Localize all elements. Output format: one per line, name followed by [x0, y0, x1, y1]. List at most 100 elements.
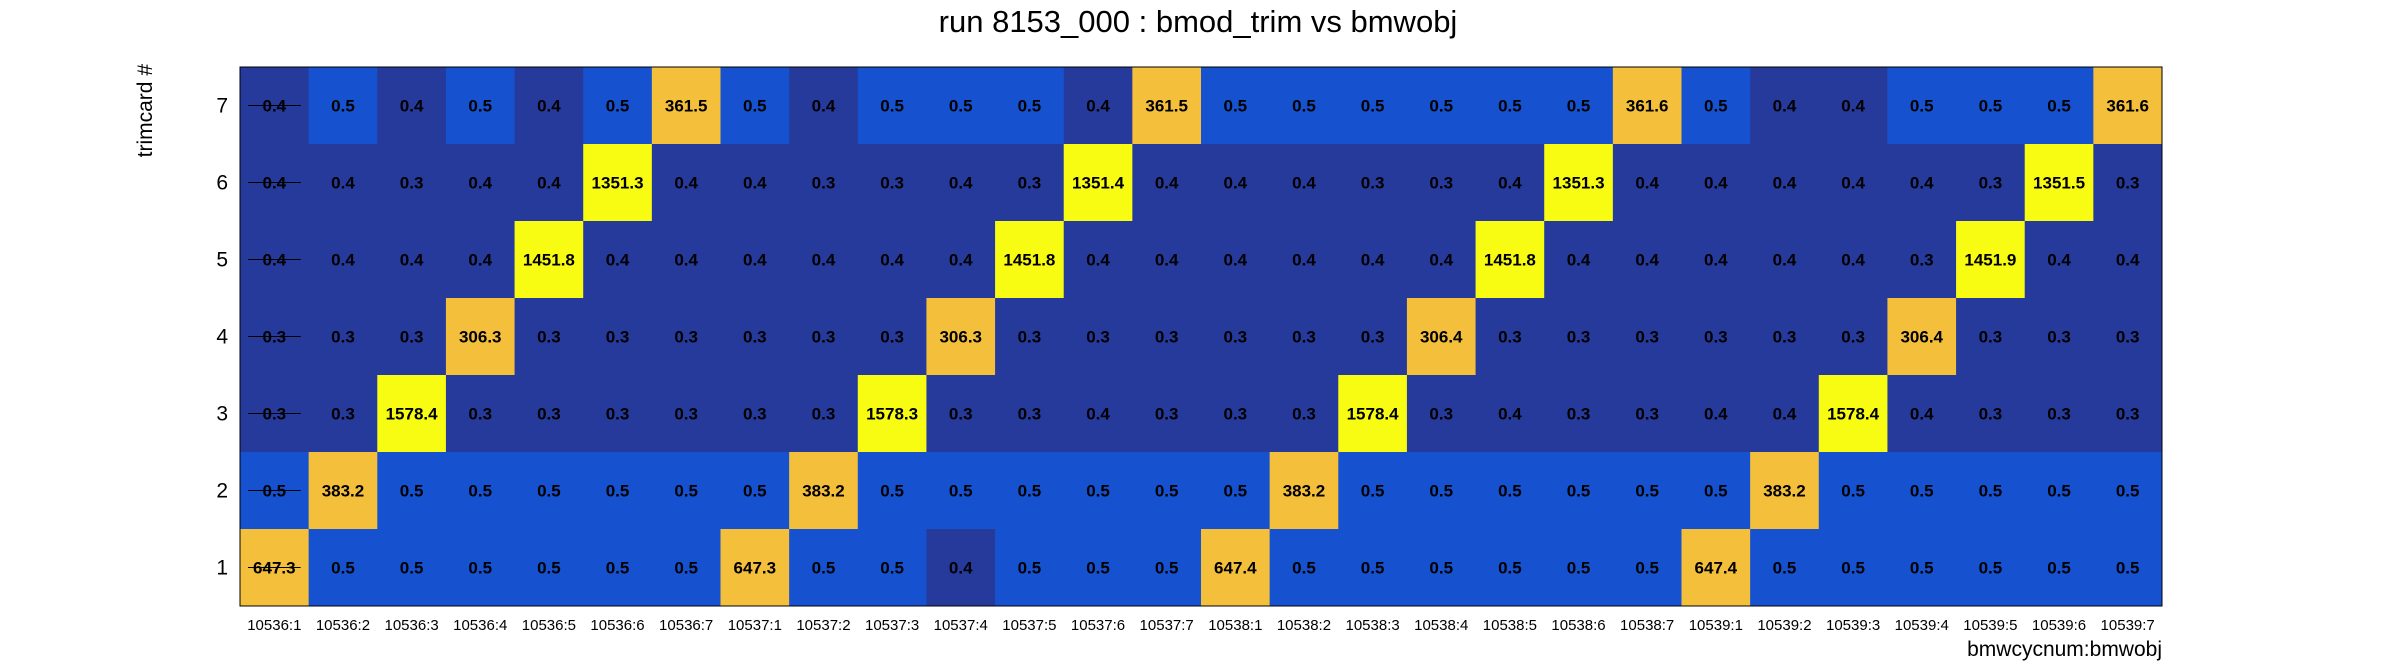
heatmap-cell	[926, 298, 996, 376]
heatmap-cells	[240, 67, 2163, 607]
cell-value-label: 0.4	[1635, 251, 1659, 270]
heatmap-cell	[377, 452, 447, 530]
heatmap-cell	[651, 529, 721, 607]
heatmap-cell	[1750, 452, 1820, 530]
heatmap-cell	[720, 452, 790, 530]
cell-value-label: 0.4	[743, 251, 767, 270]
heatmap-cell	[651, 221, 721, 299]
heatmap-cell	[2024, 144, 2094, 222]
cell-value-label: 361.6	[1626, 97, 1669, 116]
cell-value-label: 0.5	[331, 97, 355, 116]
heatmap-cell	[1818, 298, 1888, 376]
cell-value-label: 0.4	[1635, 174, 1659, 193]
cell-value-label: 0.3	[1224, 405, 1248, 424]
x-tick-label: 10538:3	[1345, 617, 1399, 634]
cell-value-label: 0.5	[1429, 97, 1453, 116]
cell-value-label: 0.3	[1361, 174, 1385, 193]
x-tick-label: 10538:2	[1277, 617, 1331, 634]
heatmap-cell	[583, 221, 653, 299]
x-tick-label: 10537:3	[865, 617, 919, 634]
heatmap-cell	[1612, 529, 1682, 607]
heatmap-cell	[1818, 529, 1888, 607]
cell-value-label: 0.4	[1429, 251, 1453, 270]
cell-value-label: 0.5	[743, 482, 767, 501]
cell-value-label: 0.5	[1498, 482, 1522, 501]
heatmap-cell	[1269, 452, 1339, 530]
heatmap-cell	[1475, 375, 1545, 453]
cell-value-label: 0.5	[1224, 97, 1248, 116]
heatmap-cell	[1612, 375, 1682, 453]
cell-value-label: 0.3	[1498, 328, 1522, 347]
heatmap-cell	[995, 221, 1065, 299]
heatmap-cell	[1406, 67, 1477, 145]
cell-value-label: 0.3	[812, 328, 836, 347]
heatmap-cell	[926, 452, 996, 530]
heatmap-cell	[1338, 144, 1408, 222]
cell-value-label: 383.2	[322, 482, 365, 501]
heatmap-cell	[1956, 144, 2026, 222]
cell-value-label: 0.4	[812, 97, 836, 116]
cell-value-label: 0.5	[2047, 97, 2071, 116]
heatmap-cell	[1681, 144, 1751, 222]
cell-value-label: 0.3	[537, 328, 561, 347]
heatmap-cell	[1201, 452, 1271, 530]
cell-value-label: 0.5	[468, 97, 492, 116]
cell-value-label: 0.4	[331, 251, 355, 270]
heatmap-cell	[1132, 375, 1202, 453]
cell-value-label: 0.4	[1292, 174, 1316, 193]
heatmap-cell	[377, 298, 447, 376]
heatmap-cell	[1681, 375, 1751, 453]
heatmap-cell-labels: 0.4 0.5 0.4 0.5 0.4 0.5 361.5 0.5 0.4 0.5 0.5 0.5 0.…	[248, 97, 2149, 578]
cell-value-label: 0.3	[537, 405, 561, 424]
cell-value-label: 1351.3	[592, 174, 644, 193]
heatmap-cell	[1681, 221, 1751, 299]
y-tick-label: 1	[216, 557, 228, 580]
heatmap-cell	[1750, 221, 1820, 299]
cell-value-label: 0.4	[1155, 174, 1179, 193]
cell-value-label: 0.5	[880, 97, 904, 116]
heatmap-cell	[926, 67, 996, 145]
cell-value-label: 0.5	[880, 482, 904, 501]
cell-value-label: 0.5	[606, 482, 630, 501]
cell-value-label: 0.3	[1635, 405, 1659, 424]
cell-value-label: 0.3	[1429, 174, 1453, 193]
cell-value-label: 0.4	[674, 251, 698, 270]
cell-value-label: 0.4	[1086, 97, 1110, 116]
heatmap-cell	[1956, 221, 2026, 299]
cell-value-label: 1451.8	[1484, 251, 1536, 270]
cell-value-label: 0.4	[468, 251, 492, 270]
x-tick-label: 10537:6	[1071, 617, 1125, 634]
heatmap-cell	[1612, 221, 1682, 299]
cell-value-label: 0.5	[1018, 97, 1042, 116]
cell-value-label: 0.4	[1841, 251, 1865, 270]
x-tick-label: 10538:6	[1551, 617, 1605, 634]
heatmap-cell	[2024, 298, 2094, 376]
cell-value-label: 0.5	[1704, 482, 1728, 501]
heatmap-cell	[857, 298, 927, 376]
heatmap-cell	[1406, 375, 1477, 453]
cell-value-label: 0.4	[1704, 251, 1728, 270]
heatmap-cell	[2093, 67, 2163, 145]
heatmap-cell	[789, 144, 859, 222]
x-tick-label: 10538:4	[1414, 617, 1468, 634]
cell-value-label: 0.4	[1704, 174, 1728, 193]
chart-title: run 8153_000 : bmod_trim vs bmwobj	[939, 4, 1458, 39]
cell-value-label: 0.5	[1498, 559, 1522, 578]
cell-value-label: 0.5	[1635, 559, 1659, 578]
heatmap-cell	[995, 298, 1065, 376]
cell-value-label: 0.3	[606, 405, 630, 424]
heatmap-cell	[1406, 144, 1477, 222]
cell-value-label: 647.3	[734, 559, 777, 578]
cell-value-label: 0.4	[1361, 251, 1385, 270]
heatmap-cell	[445, 452, 516, 530]
heatmap-cell	[926, 529, 996, 607]
heatmap-cell	[995, 144, 1065, 222]
x-tick-label: 10536:3	[384, 617, 438, 634]
cell-value-label: 0.5	[1841, 559, 1865, 578]
y-tick-label: 5	[216, 249, 228, 272]
cell-value-label: 1351.5	[2033, 174, 2085, 193]
cell-value-label: 0.4	[812, 251, 836, 270]
heatmap-cell	[995, 452, 1065, 530]
heatmap-cell	[857, 67, 927, 145]
cell-value-label: 0.4	[1498, 174, 1522, 193]
